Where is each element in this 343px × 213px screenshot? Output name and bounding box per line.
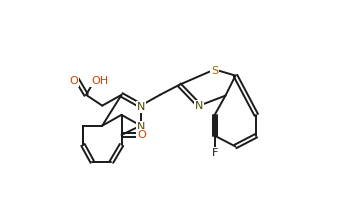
- Text: N: N: [195, 101, 203, 111]
- Text: S: S: [211, 66, 218, 76]
- Text: O: O: [69, 76, 78, 86]
- Text: N: N: [137, 102, 145, 112]
- Text: OH: OH: [91, 76, 108, 86]
- Text: F: F: [212, 148, 218, 158]
- Text: N: N: [137, 122, 145, 132]
- Text: O: O: [137, 130, 146, 140]
